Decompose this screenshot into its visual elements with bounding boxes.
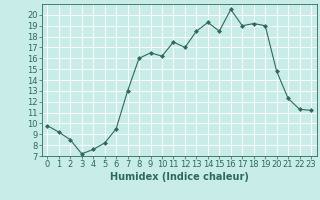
X-axis label: Humidex (Indice chaleur): Humidex (Indice chaleur) — [110, 172, 249, 182]
